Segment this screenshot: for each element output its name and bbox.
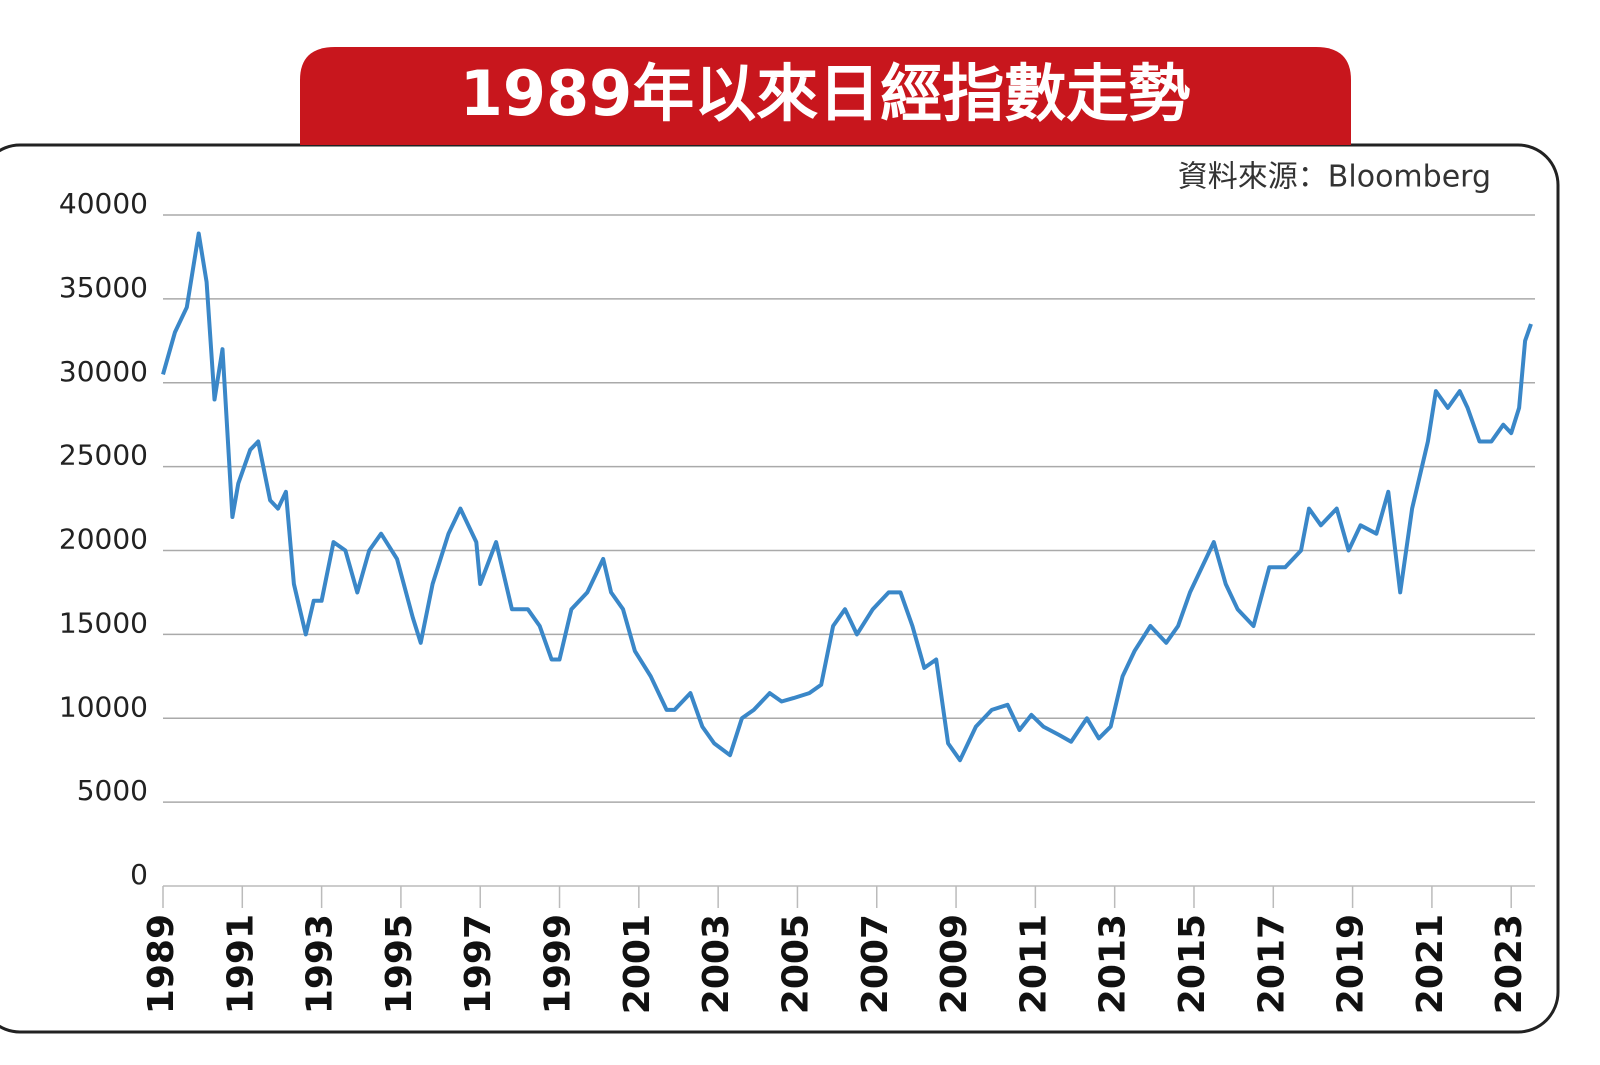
x-tick-label: 2001 <box>617 914 658 1014</box>
x-tick-label: 1999 <box>538 914 579 1014</box>
x-tick-label: 2011 <box>1013 914 1054 1014</box>
line-series <box>161 231 1533 763</box>
x-tick-label: 1993 <box>300 914 341 1014</box>
x-tick-label: 2013 <box>1093 914 1134 1014</box>
x-tick-label: 2009 <box>934 914 975 1014</box>
x-tick-label: 2023 <box>1489 914 1530 1014</box>
title-banner <box>300 47 1351 145</box>
y-tick-label: 40000 <box>59 187 148 220</box>
chart-title: 1989年以來日經指數走勢 <box>460 57 1191 130</box>
y-tick-label: 5000 <box>77 774 148 807</box>
y-tick-label: 10000 <box>59 690 148 723</box>
source-note: 資料來源：Bloomberg <box>1178 160 1491 195</box>
x-tick-label: 1991 <box>220 914 261 1014</box>
x-tick-label: 1997 <box>458 914 499 1014</box>
y-tick-label: 30000 <box>59 355 148 388</box>
x-tick-label: 2007 <box>855 914 896 1014</box>
y-tick-label: 35000 <box>59 271 148 304</box>
x-tick-label: 1995 <box>379 914 420 1014</box>
x-tick-label: 2017 <box>1251 914 1292 1014</box>
y-tick-label: 25000 <box>59 439 148 472</box>
x-tick-label: 2005 <box>775 914 816 1014</box>
x-tick-label: 2015 <box>1172 914 1213 1014</box>
y-tick-label: 15000 <box>59 606 148 639</box>
chart-frame <box>0 143 1560 1034</box>
x-tick-label: 2021 <box>1410 914 1451 1014</box>
x-tick-label: 1989 <box>141 914 182 1014</box>
x-tick-label: 2003 <box>696 914 737 1014</box>
y-tick-label: 0 <box>130 858 148 891</box>
plot-area: 0 5000 10000 15000 20000 25000 30000 35000 40000… <box>59 187 1535 1014</box>
x-tick-label: 2019 <box>1331 914 1372 1014</box>
y-tick-label: 20000 <box>59 523 148 556</box>
